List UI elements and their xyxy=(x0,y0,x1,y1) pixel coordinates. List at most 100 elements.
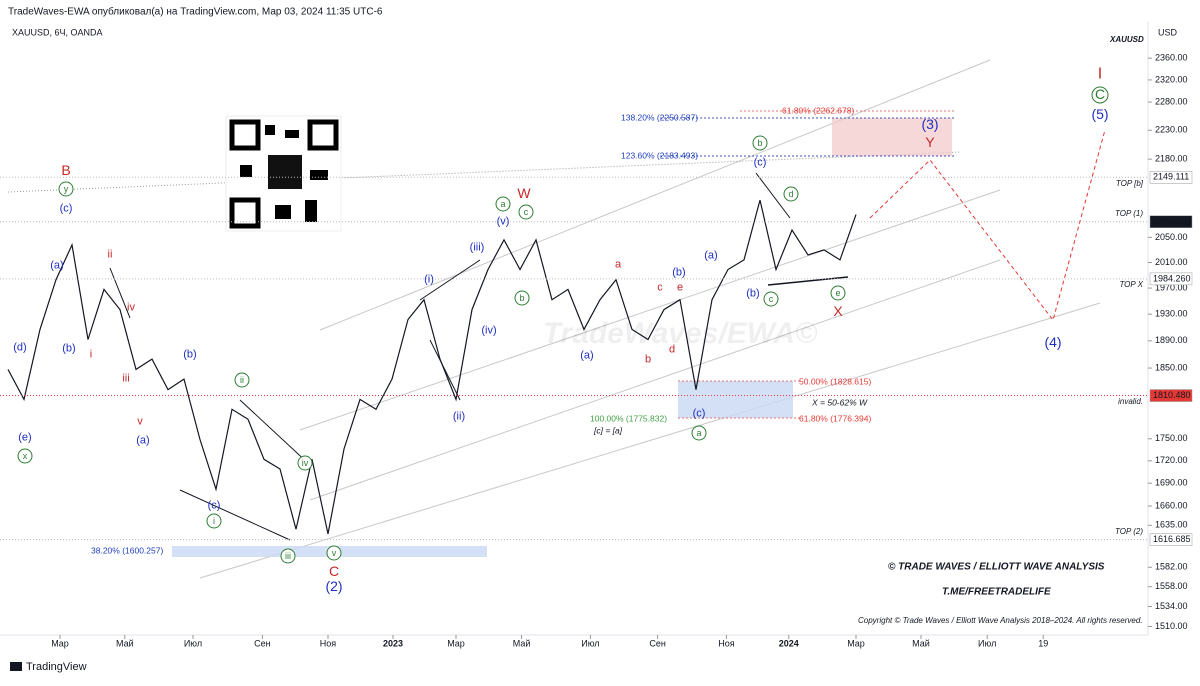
wave-label: (ii) xyxy=(453,410,465,422)
price-label-box xyxy=(1149,272,1193,286)
wave-circle xyxy=(763,291,779,307)
wave-label: b xyxy=(645,353,651,365)
wave-label: (c) xyxy=(60,202,73,214)
wave-label: (a) xyxy=(136,434,149,446)
y-tick-label: 1534.00 xyxy=(1155,601,1188,611)
wave-label: e xyxy=(677,281,683,293)
y-tick-label: 2010.00 xyxy=(1155,257,1188,267)
wave-label: c xyxy=(769,294,774,304)
symbol-short: XAUUSD xyxy=(1109,35,1144,44)
wave-label: i xyxy=(213,516,215,526)
wave-circle xyxy=(1091,86,1109,104)
level-label: TOP (2) xyxy=(1115,527,1143,536)
wave-circle xyxy=(280,548,296,564)
price-label: 1984.260 xyxy=(1153,273,1191,283)
x-tick-label: Мар xyxy=(847,638,865,648)
wave-circle xyxy=(234,372,250,388)
wave-label: e xyxy=(835,288,840,298)
wave-label: a xyxy=(696,428,701,438)
wave-label: B xyxy=(61,162,70,178)
level-label: invalid. xyxy=(1118,397,1143,406)
wave-circle xyxy=(752,135,768,151)
wave-circle xyxy=(17,448,33,464)
telegram: T.ME/FREETRADELIFE xyxy=(942,587,1051,598)
logo-icon xyxy=(10,662,22,671)
wave-label: Y xyxy=(925,134,935,150)
wave-label: a xyxy=(615,258,622,270)
wave-label: iv xyxy=(127,301,135,313)
wave-circle xyxy=(206,513,222,529)
y-tick-label: 1558.00 xyxy=(1155,581,1188,591)
fib-label: [c] = [a] xyxy=(593,425,623,435)
projection-path xyxy=(869,129,1106,322)
fib-label: 100.00% (1775.832) xyxy=(590,413,667,423)
x-tick-label: 2024 xyxy=(779,638,799,648)
wave-label: i xyxy=(90,348,92,360)
wave-label: (c) xyxy=(208,499,221,511)
fib-label: 50.00% (1828.615) xyxy=(799,376,871,386)
wave-label: v xyxy=(137,415,143,427)
level-label: TOP X xyxy=(1119,280,1143,289)
wave-label: ii xyxy=(108,248,113,260)
wave-label: ii xyxy=(240,375,244,385)
wave-label: b xyxy=(519,293,524,303)
wave-label: (5) xyxy=(1091,106,1108,122)
currency: USD xyxy=(1158,27,1178,37)
wave-label: (a) xyxy=(50,259,63,271)
watermark: TradeWaves/EWA© xyxy=(543,317,818,350)
wave-label: y xyxy=(64,184,69,194)
y-tick-label: 1635.00 xyxy=(1155,520,1188,530)
wave-label: (4) xyxy=(1044,334,1061,350)
price-line xyxy=(7,199,857,535)
wave-label: c xyxy=(524,207,529,217)
x-tick-label: Мар xyxy=(447,638,465,648)
wave-label: d xyxy=(669,343,675,355)
wave-lines xyxy=(109,172,849,541)
platform-logo: TradingView xyxy=(26,661,87,673)
wave-label: X xyxy=(833,303,843,319)
x-tick-label: Мар xyxy=(51,638,69,648)
y-tick-label: 1582.00 xyxy=(1155,562,1188,572)
y-tick-label: 1690.00 xyxy=(1155,478,1188,488)
wave-circle xyxy=(297,455,313,471)
x-tick-label: 2023 xyxy=(383,638,403,648)
wave-label: (b) xyxy=(672,266,685,278)
y-tick-label: 1930.00 xyxy=(1155,309,1188,319)
wave-label: (iv) xyxy=(481,324,496,336)
wave-label: C xyxy=(1095,86,1105,102)
y-tick-label: 2050.00 xyxy=(1155,232,1188,242)
price-label: 1810.480 xyxy=(1153,390,1191,400)
price-label-box xyxy=(1149,215,1193,229)
price-label-box xyxy=(1149,171,1193,184)
wave-label: C xyxy=(329,563,339,579)
y-tick-label: 2180.00 xyxy=(1155,154,1188,164)
level-label: TOP [b] xyxy=(1116,179,1144,188)
wave-label: v xyxy=(332,548,337,558)
wave-label: (3) xyxy=(921,116,938,132)
price-label-box xyxy=(1149,533,1193,546)
price-label: 2149.111 xyxy=(1153,172,1189,182)
fib-label: 38.20% (1600.257) xyxy=(91,545,163,555)
wave-circle xyxy=(830,285,846,301)
wave-label: (b) xyxy=(183,348,196,360)
wave-label: (2) xyxy=(325,578,342,594)
y-tick-label: 2320.00 xyxy=(1155,74,1188,84)
wave-label: iv xyxy=(302,458,309,468)
wave-label: a xyxy=(500,199,505,209)
x-tick-label: Ноя xyxy=(320,638,337,648)
wave-label: (i) xyxy=(424,273,434,285)
wave-label: (a) xyxy=(704,249,717,261)
price-label: 2075.333 xyxy=(1153,216,1191,226)
symbol: XAUUSD, 6Ч, OANDA xyxy=(12,27,103,37)
wave-circle xyxy=(58,181,74,197)
wave-label: (c) xyxy=(693,407,706,419)
channel-lines xyxy=(7,59,1101,579)
fib-label: 61.80% (1776.394) xyxy=(799,413,871,423)
x-tick-label: Май xyxy=(912,638,930,648)
x-tick-label: Сен xyxy=(254,638,271,648)
y-tick-label: 1720.00 xyxy=(1155,455,1188,465)
x-tick-label: 19 xyxy=(1038,638,1048,648)
wave-label: b xyxy=(757,138,762,148)
